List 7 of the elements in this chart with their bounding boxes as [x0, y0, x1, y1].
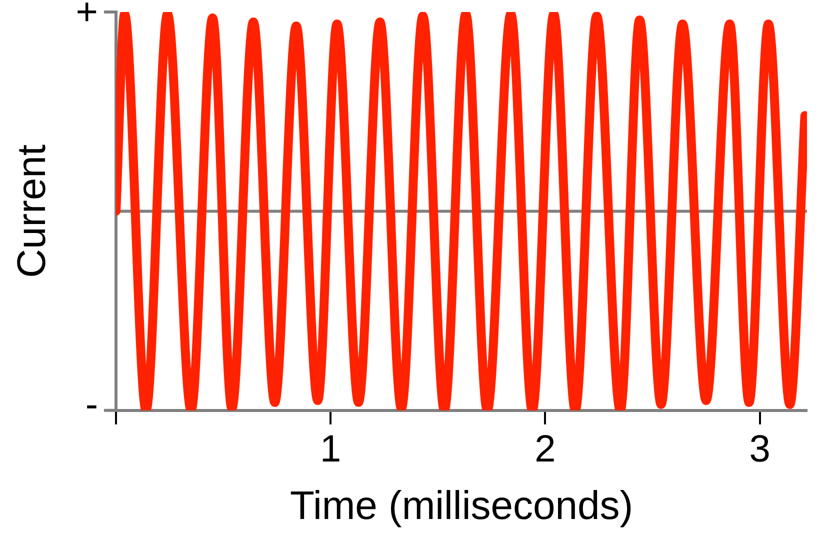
y-axis-title: Current: [10, 144, 54, 278]
text: +: [76, 0, 98, 34]
text: -: [85, 384, 98, 426]
x-tick-label: 2: [534, 428, 556, 471]
x-axis-title: Time (milliseconds): [290, 484, 634, 528]
x-tick-label: 1: [320, 428, 342, 471]
x-tick-label: 3: [749, 428, 770, 471]
